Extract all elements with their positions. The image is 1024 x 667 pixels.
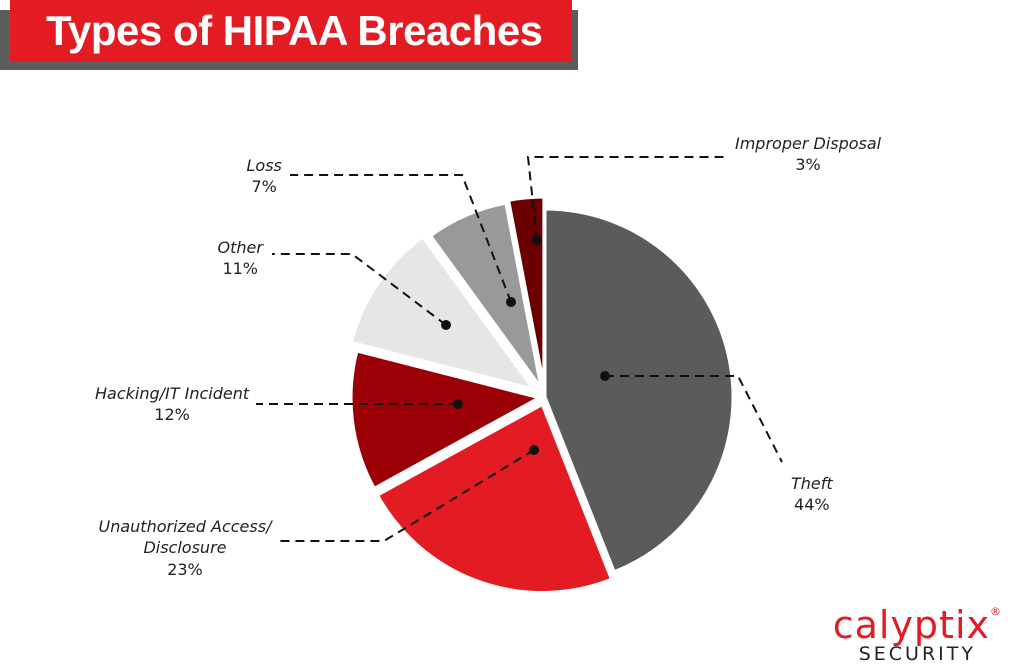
leader-marker bbox=[600, 371, 610, 381]
slice-label: Unauthorized Access/Disclosure 23% bbox=[99, 516, 272, 581]
slice-label-name: Unauthorized Access/ bbox=[98, 516, 272, 536]
leader-marker bbox=[529, 445, 539, 455]
leader-line bbox=[280, 449, 535, 542]
slice-label: Other 11% bbox=[218, 237, 263, 280]
pie-slice-theft bbox=[543, 207, 735, 574]
slice-label-name: Improper Disposal bbox=[735, 133, 882, 153]
leader-marker bbox=[532, 235, 542, 245]
title-box: Types of HIPAA Breaches bbox=[10, 0, 572, 62]
slice-label-pct: 7% bbox=[251, 177, 277, 197]
leader-line bbox=[605, 375, 783, 463]
slice-label: Loss 7% bbox=[247, 155, 282, 198]
slice-label-pct: 3% bbox=[795, 155, 821, 175]
leader-marker bbox=[506, 297, 516, 307]
brand-tagline: SECURITY bbox=[858, 643, 976, 666]
slice-label-name: Theft bbox=[791, 473, 833, 493]
slice-label-name: Other bbox=[217, 237, 263, 257]
title-banner: Types of HIPAA Breaches bbox=[0, 0, 580, 72]
slice-label-name: Hacking/IT Incident bbox=[95, 383, 250, 403]
slice-label-pct: 11% bbox=[222, 259, 258, 279]
slice-label-pct: 23% bbox=[167, 559, 203, 579]
leader-line bbox=[526, 156, 725, 241]
slice-label-pct: 44% bbox=[794, 495, 830, 515]
pie-slice-loss bbox=[428, 201, 543, 389]
slice-label: Theft 44% bbox=[791, 473, 833, 516]
pie-slice-other bbox=[349, 234, 538, 392]
chart-title: Types of HIPAA Breaches bbox=[46, 7, 543, 54]
slice-label: Hacking/IT Incident 12% bbox=[95, 383, 249, 426]
slice-label-name: Loss bbox=[246, 155, 282, 175]
pie-slice-hacking bbox=[349, 349, 544, 491]
brand-registered: ® bbox=[990, 605, 1002, 619]
slice-label-name: Disclosure bbox=[143, 538, 227, 558]
leader-marker bbox=[453, 399, 463, 409]
leader-line bbox=[290, 174, 512, 303]
slice-label: Improper Disposal 3% bbox=[735, 133, 881, 176]
slice-label-pct: 12% bbox=[154, 405, 190, 425]
leader-marker bbox=[441, 320, 451, 330]
brand-name: calyptix bbox=[832, 603, 990, 648]
pie-slice-unauthorized bbox=[375, 402, 614, 595]
leader-line bbox=[272, 253, 447, 326]
brand-logo: calyptix® SECURITY bbox=[833, 606, 1002, 665]
